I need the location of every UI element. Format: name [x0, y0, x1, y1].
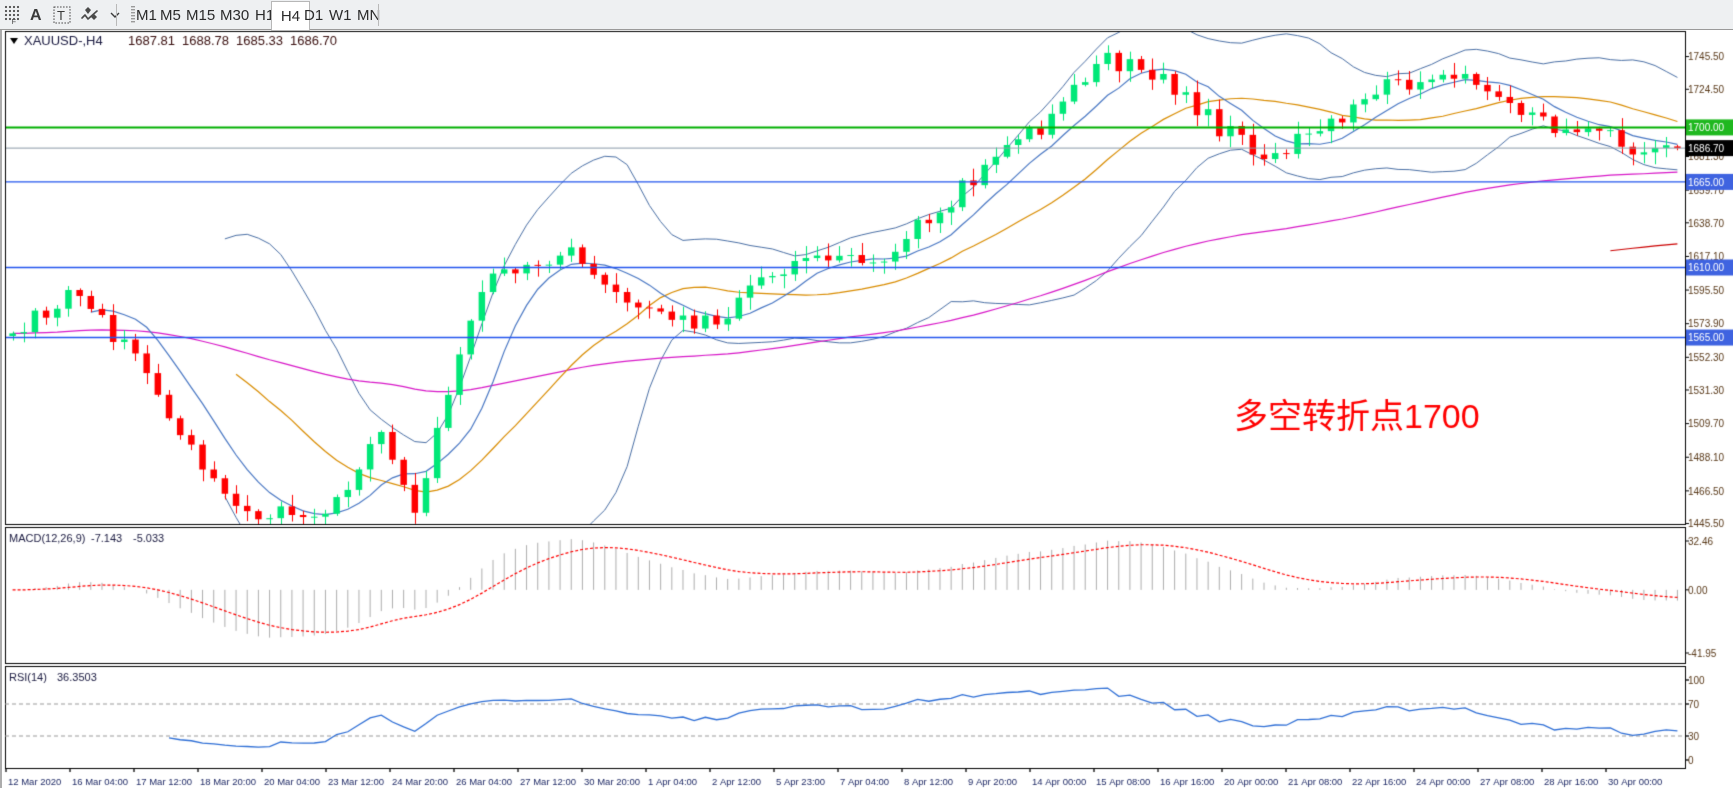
- svg-text:F: F: [12, 17, 17, 25]
- svg-text:T: T: [57, 8, 65, 23]
- svg-text:A: A: [30, 7, 42, 24]
